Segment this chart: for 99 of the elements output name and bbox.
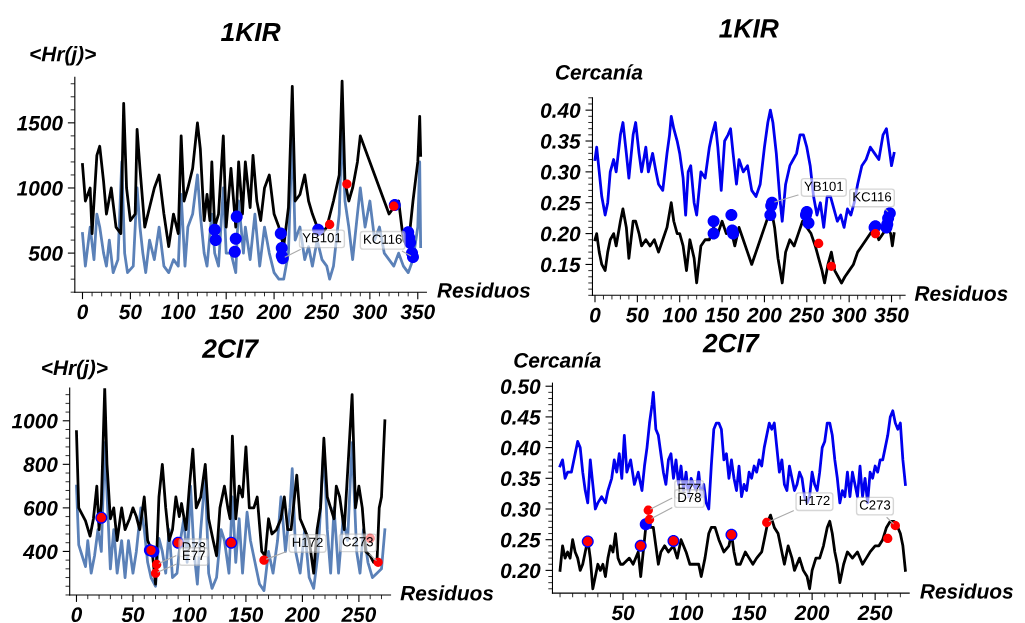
y-tick-label: 0.45 xyxy=(500,409,541,425)
annotation: YB101 xyxy=(804,181,843,191)
x-tick-label: 250 xyxy=(341,607,377,623)
point xyxy=(643,505,653,515)
x-tick-label: 200 xyxy=(746,307,782,323)
y-tick-label: 0.15 xyxy=(540,257,581,273)
x-tick-label: 50 xyxy=(625,307,649,323)
point xyxy=(342,179,352,189)
y-tick-label: 400 xyxy=(22,544,58,560)
x-axis-title: Residuos xyxy=(437,282,531,298)
point xyxy=(208,223,221,236)
annotation: D78 xyxy=(678,492,701,503)
point xyxy=(883,533,893,544)
y-tick-label: 1000 xyxy=(11,413,58,429)
y-tick-label: 0.40 xyxy=(500,440,541,456)
point xyxy=(870,228,881,239)
annotation: E77 xyxy=(678,483,701,493)
point xyxy=(209,234,222,247)
annotation: E77 xyxy=(183,550,205,560)
x-tick-label: 350 xyxy=(400,304,435,320)
point xyxy=(259,555,269,565)
annotation: D78 xyxy=(182,542,206,552)
x-tick-label: 100 xyxy=(172,607,207,623)
x-tick-label: 200 xyxy=(256,304,292,320)
x-tick-label: 0 xyxy=(71,607,83,623)
y-axis-title: Cercanía xyxy=(514,352,601,368)
annotation: KC116 xyxy=(853,192,892,202)
x-tick-label: 250 xyxy=(857,605,893,621)
x-axis-title: Residuos xyxy=(920,583,1013,599)
line-series xyxy=(593,108,896,229)
y-tick-label: 1500 xyxy=(17,115,63,131)
point xyxy=(150,568,161,578)
annotation: H172 xyxy=(799,495,830,506)
x-tick-label: 300 xyxy=(352,304,388,320)
y-tick-label: 0.25 xyxy=(500,532,541,548)
y-tick-label: 0.25 xyxy=(540,195,581,211)
y-tick-label: 500 xyxy=(28,246,63,261)
x-tick-label: 350 xyxy=(874,307,909,323)
x-tick-label: 100 xyxy=(662,307,697,323)
line-series xyxy=(558,513,907,591)
y-tick-label: 0.30 xyxy=(540,164,581,180)
point xyxy=(890,520,900,531)
y-tick-label: 0.30 xyxy=(500,501,541,517)
x-tick-label: 50 xyxy=(611,605,635,621)
point xyxy=(644,514,655,525)
x-tick-label: 100 xyxy=(669,605,704,621)
x-tick-label: 250 xyxy=(304,304,340,320)
x-axis-title: Residuos xyxy=(400,585,494,601)
x-tick-label: 0 xyxy=(77,304,89,320)
x-tick-label: 50 xyxy=(119,304,142,320)
annotation: C273 xyxy=(342,537,373,547)
y-axis-title: <Hr(j)> xyxy=(30,46,96,66)
point xyxy=(725,209,738,222)
y-tick-label: 600 xyxy=(24,500,58,516)
line-series xyxy=(75,388,387,586)
point xyxy=(373,557,383,567)
point xyxy=(274,227,287,240)
x-tick-label: 100 xyxy=(161,304,196,320)
y-tick-label: 1000 xyxy=(17,180,63,196)
x-axis-title: Residuos xyxy=(914,285,1008,301)
annotation: H172 xyxy=(292,537,323,547)
x-tick-label: 200 xyxy=(284,607,320,623)
y-axis-title: Cercanía xyxy=(555,64,643,80)
point xyxy=(826,261,837,271)
point xyxy=(762,517,772,528)
y-tick-label: 0.35 xyxy=(500,471,541,487)
y-tick-label: 0.20 xyxy=(540,226,581,242)
chart-title: 1KIR xyxy=(719,19,779,38)
point xyxy=(324,219,335,230)
annotation: KC116 xyxy=(364,234,402,244)
x-tick-label: 50 xyxy=(121,607,145,623)
y-tick-label: 0.50 xyxy=(500,379,541,394)
y-tick-label: 0.35 xyxy=(540,134,581,149)
chart-title: 1KIR xyxy=(220,22,281,42)
x-tick-label: 150 xyxy=(705,307,740,323)
point xyxy=(814,238,824,249)
x-tick-label: 150 xyxy=(228,607,264,623)
chart-title: 2CI7 xyxy=(702,333,760,353)
point xyxy=(229,232,242,245)
chart-title: 2CI7 xyxy=(201,339,260,358)
point xyxy=(152,559,162,570)
y-tick-label: 0.40 xyxy=(540,103,581,118)
annotation: C273 xyxy=(859,500,891,510)
line-series xyxy=(558,390,907,511)
x-tick-label: 150 xyxy=(732,605,767,621)
x-tick-label: 300 xyxy=(831,307,867,323)
point xyxy=(802,217,815,230)
point xyxy=(230,210,243,223)
x-tick-label: 200 xyxy=(794,605,830,621)
y-tick-label: 0.20 xyxy=(500,563,541,579)
x-tick-label: 250 xyxy=(789,307,824,323)
y-tick-label: 800 xyxy=(23,457,58,473)
x-tick-label: 150 xyxy=(209,304,244,320)
x-tick-label: 0 xyxy=(590,307,601,323)
point xyxy=(707,215,720,228)
y-axis-title: <Hr(j)> xyxy=(42,359,108,380)
point xyxy=(707,227,720,240)
annotation: YB101 xyxy=(302,233,342,243)
point xyxy=(228,245,241,258)
